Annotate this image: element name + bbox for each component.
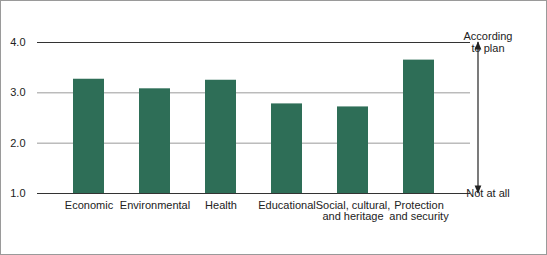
svg-text:Social, cultural,and heritage: Social, cultural,and heritage [316,199,391,222]
svg-text:1.0: 1.0 [10,187,25,199]
svg-text:Health: Health [205,199,237,211]
svg-text:Accordingto plan: Accordingto plan [464,30,513,54]
svg-text:Educational: Educational [258,199,316,211]
svg-text:Protectionand security: Protectionand security [389,199,449,222]
svg-text:Not at all: Not at all [466,187,509,199]
svg-text:Economic: Economic [65,199,114,211]
svg-text:2.0: 2.0 [10,137,25,149]
svg-text:Environmental: Environmental [120,199,190,211]
svg-text:4.0: 4.0 [10,36,25,48]
svg-text:3.0: 3.0 [10,86,25,98]
